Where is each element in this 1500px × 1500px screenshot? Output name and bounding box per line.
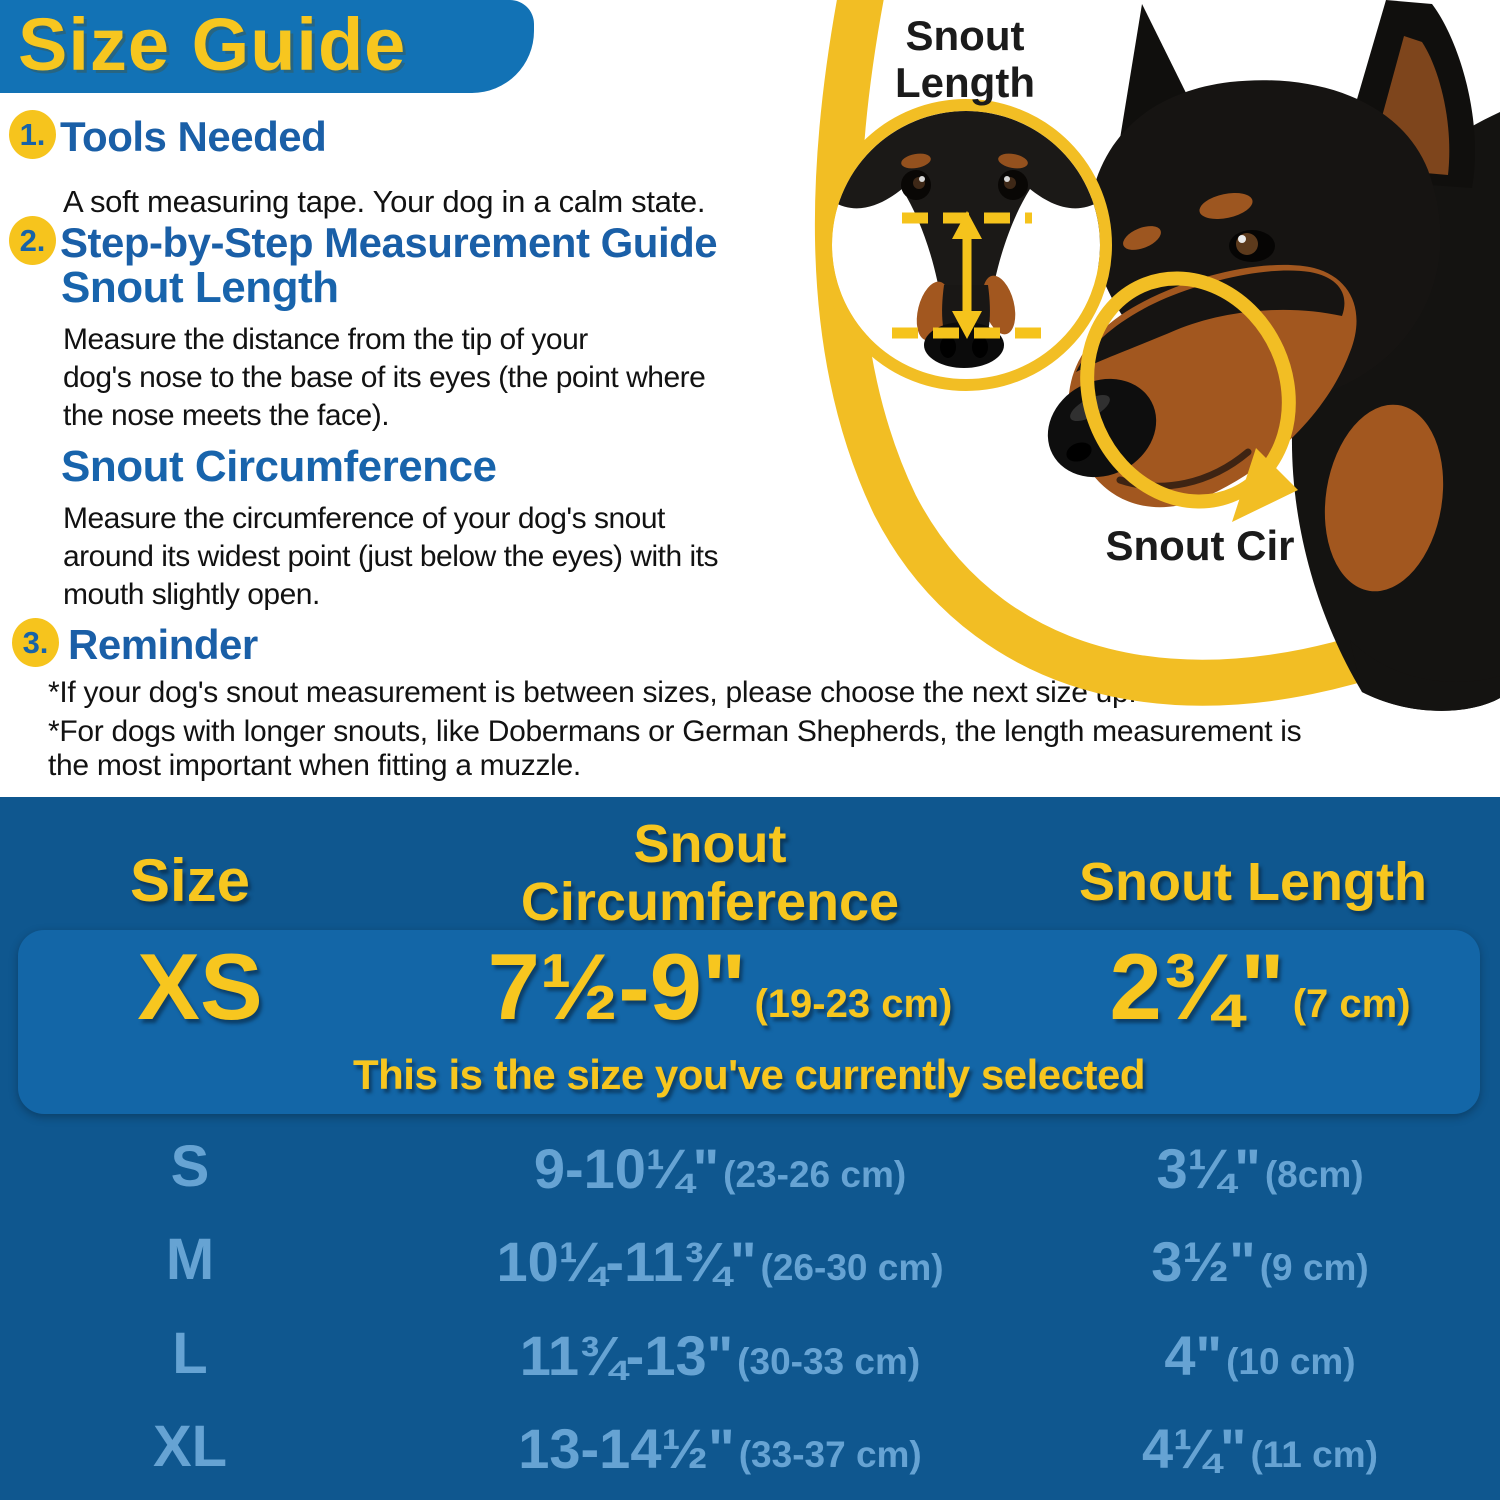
circumference-value: 9-10¼" <box>533 1137 720 1200</box>
snout-length-line-1: Measure the distance from the tip of you… <box>63 323 588 356</box>
snout-circumference-line-2: around its widest point (just below the … <box>63 540 719 573</box>
circumference-value-group: 10¼-11¾" (26-30 cm) <box>420 1220 1020 1300</box>
reminder-note-2-cont: the most important when fitting a muzzle… <box>48 749 581 782</box>
snout-circumference-heading: Snout Circumference <box>61 442 497 491</box>
size-row-s: S 9-10¼" (23-26 cm) 3¼" (8cm) <box>0 1127 1500 1207</box>
size-table: Size Snout Circumference Snout Length XS… <box>0 797 1500 1500</box>
size-row-m: M 10¼-11¾" (26-30 cm) 3½" (9 cm) <box>0 1220 1500 1300</box>
size-value: L <box>172 1321 208 1386</box>
length-cm: (10 cm) <box>1226 1341 1356 1382</box>
snout-circumference-line-1: Measure the circumference of your dog's … <box>63 502 665 535</box>
circumference-value-group: 9-10¼" (23-26 cm) <box>420 1127 1020 1207</box>
length-cm: (7 cm) <box>1292 982 1411 1026</box>
circumference-cm: (33-37 cm) <box>738 1434 922 1475</box>
column-header-circumference: Snout Circumference <box>520 814 900 933</box>
circumference-value: 10¼-11¾" <box>496 1230 757 1293</box>
size-row-xl: XL 13-14½" (33-37 cm) 4¼" (11 cm) <box>0 1407 1500 1487</box>
doberman-head <box>1047 0 1500 711</box>
reminder-note-1: *If your dog's snout measurement is betw… <box>48 676 1137 709</box>
size-value: XS <box>137 934 263 1039</box>
circumference-value-group: 13-14½" (33-37 cm) <box>420 1407 1020 1487</box>
snout-bridge <box>1076 270 1345 372</box>
circumference-cm: (30-33 cm) <box>737 1341 921 1382</box>
step-1-title: Tools Needed <box>60 113 327 160</box>
length-value: 2¾" <box>1109 934 1285 1039</box>
length-value: 3¼" <box>1156 1137 1261 1200</box>
snout-length-label: Snout Length <box>895 12 1035 107</box>
circumference-value: 11¾-13" <box>519 1324 734 1387</box>
column-header-size: Size <box>129 847 251 914</box>
step-2-title: Step-by-Step Measurement Guide <box>60 219 718 266</box>
length-cm: (8cm) <box>1264 1154 1364 1195</box>
step-2-badge: 2. <box>9 216 56 265</box>
snout-length-inset-diagram <box>820 99 1112 391</box>
size-value: M <box>165 1227 215 1292</box>
length-arrow-icon <box>952 211 982 339</box>
selected-note: This is the size you've currently select… <box>353 1051 1145 1098</box>
step-1-badge: 1. <box>9 110 56 159</box>
reminder-note-2: *For dogs with longer snouts, like Dober… <box>48 715 1302 748</box>
step-1-body: A soft measuring tape. Your dog in a cal… <box>63 184 706 219</box>
length-value-group: 2¾" (7 cm) <box>1050 940 1470 1034</box>
chest-tan-patch <box>1324 404 1444 592</box>
length-value-group: 3¼" (8cm) <box>1050 1127 1470 1207</box>
title-banner: Size Guide <box>0 0 534 93</box>
length-value-group: 4¼" (11 cm) <box>1050 1407 1470 1487</box>
swoosh-accent <box>814 0 1500 706</box>
eye <box>1229 230 1275 262</box>
step-1-number: 1. <box>19 116 46 152</box>
circumference-value-group: 11¾-13" (30-33 cm) <box>420 1314 1020 1394</box>
length-value: 3½" <box>1151 1230 1256 1293</box>
snout-cir-label: Snout Cir <box>1105 522 1295 569</box>
snout-length-description: Measure the distance from the tip of you… <box>63 321 706 435</box>
circumference-cm: (19-23 cm) <box>754 982 953 1026</box>
size-value: XL <box>152 1414 228 1479</box>
circumference-value: 7½-9" <box>487 934 747 1039</box>
length-value: 4" <box>1164 1324 1223 1387</box>
snout-length-line-2: dog's nose to the base of its eyes (the … <box>63 361 706 394</box>
circumference-value: 13-14½" <box>518 1417 735 1480</box>
circumference-cm: (23-26 cm) <box>723 1154 907 1195</box>
length-cm: (11 cm) <box>1250 1434 1378 1475</box>
size-row-l: L 11¾-13" (30-33 cm) 4" (10 cm) <box>0 1314 1500 1394</box>
snout-length-line-3: the nose meets the face). <box>63 399 390 432</box>
length-value-group: 3½" (9 cm) <box>1050 1220 1470 1300</box>
length-value-group: 4" (10 cm) <box>1050 1314 1470 1394</box>
snout-circumference-line-3: mouth slightly open. <box>63 578 320 611</box>
column-header-length: Snout Length <box>1079 852 1427 912</box>
circumference-arrow-icon <box>1080 271 1298 522</box>
circumference-value-group: 7½-9" (19-23 cm) <box>420 940 1020 1034</box>
length-cm: (9 cm) <box>1259 1247 1369 1288</box>
selected-size-row-xs: XS 7½-9" (19-23 cm) 2¾" (7 cm) This is t… <box>18 930 1480 1114</box>
dog-photo <box>814 0 1500 711</box>
page-title: Size Guide <box>18 3 407 86</box>
snout-length-heading: Snout Length <box>61 263 339 312</box>
step-3-badge: 3. <box>12 618 59 667</box>
circumference-cm: (26-30 cm) <box>760 1247 944 1288</box>
step-3-number: 3. <box>22 624 49 660</box>
length-value: 4¼" <box>1142 1417 1247 1480</box>
snout-circumference-description: Measure the circumference of your dog's … <box>63 500 719 614</box>
step-2-number: 2. <box>19 222 46 258</box>
size-value: S <box>170 1134 210 1199</box>
step-3-title: Reminder <box>68 621 258 668</box>
